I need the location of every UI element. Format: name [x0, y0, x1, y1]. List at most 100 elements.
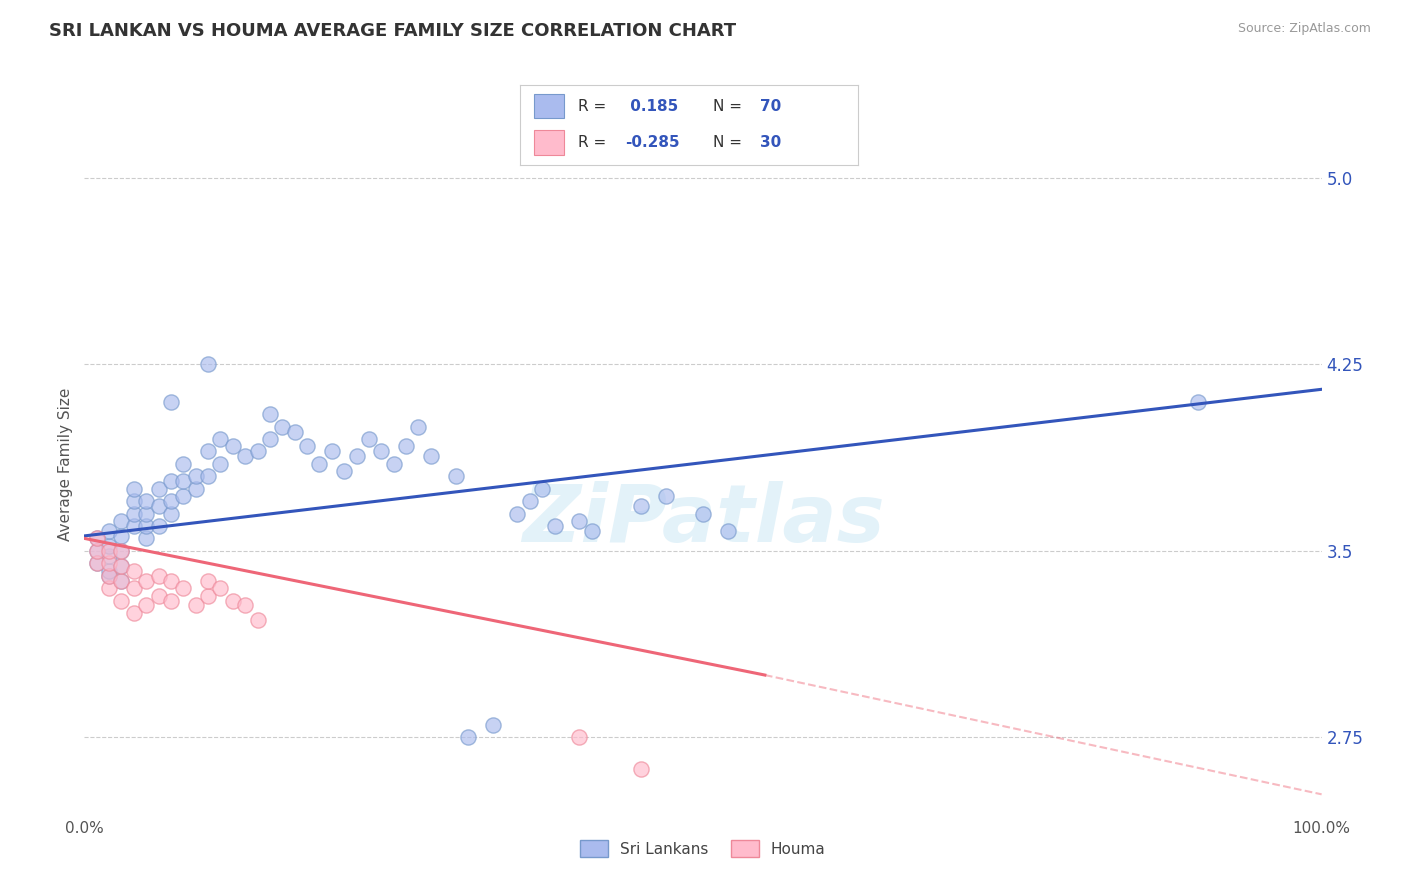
Text: N =: N =	[713, 99, 747, 114]
Point	[122, 519, 145, 533]
Point	[184, 599, 207, 613]
Text: 70: 70	[759, 99, 782, 114]
Point	[321, 444, 343, 458]
Point	[122, 507, 145, 521]
Point	[1187, 394, 1209, 409]
Point	[110, 514, 132, 528]
Point	[160, 593, 183, 607]
Point	[135, 507, 157, 521]
FancyBboxPatch shape	[534, 130, 564, 154]
Point	[259, 432, 281, 446]
Point	[346, 450, 368, 464]
Point	[655, 489, 678, 503]
Point	[86, 532, 108, 546]
Text: ZiPatlas: ZiPatlas	[522, 481, 884, 558]
Point	[148, 482, 170, 496]
Point	[692, 507, 714, 521]
Y-axis label: Average Family Size: Average Family Size	[58, 387, 73, 541]
Point	[209, 432, 232, 446]
Point	[135, 599, 157, 613]
Point	[197, 444, 219, 458]
Point	[246, 444, 269, 458]
Point	[531, 482, 554, 496]
Point	[135, 574, 157, 588]
Legend: Sri Lankans, Houma: Sri Lankans, Houma	[574, 834, 832, 863]
Point	[160, 574, 183, 588]
Point	[222, 440, 245, 454]
Text: R =: R =	[578, 135, 610, 150]
Point	[86, 556, 108, 570]
Point	[172, 475, 194, 489]
Point	[630, 499, 652, 513]
Point	[160, 475, 183, 489]
Point	[86, 556, 108, 570]
Point	[333, 464, 356, 478]
Point	[122, 482, 145, 496]
Point	[160, 394, 183, 409]
Point	[135, 494, 157, 508]
Point	[110, 558, 132, 573]
Point	[382, 457, 405, 471]
Point	[395, 440, 418, 454]
Point	[148, 589, 170, 603]
Point	[98, 568, 121, 582]
Point	[209, 457, 232, 471]
Point	[295, 440, 318, 454]
Point	[581, 524, 603, 538]
Point	[98, 564, 121, 578]
Point	[98, 556, 121, 570]
Point	[98, 539, 121, 553]
Point	[222, 593, 245, 607]
Point	[110, 544, 132, 558]
Point	[246, 614, 269, 628]
Point	[148, 568, 170, 582]
Point	[148, 499, 170, 513]
Point	[110, 574, 132, 588]
Point	[98, 581, 121, 595]
Point	[197, 574, 219, 588]
Point	[110, 593, 132, 607]
Point	[135, 532, 157, 546]
Point	[98, 568, 121, 582]
Point	[122, 581, 145, 595]
Point	[717, 524, 740, 538]
Point	[568, 730, 591, 744]
Point	[110, 529, 132, 543]
Point	[519, 494, 541, 508]
Text: -0.285: -0.285	[624, 135, 679, 150]
Point	[86, 532, 108, 546]
Point	[259, 407, 281, 421]
Point	[172, 489, 194, 503]
Point	[197, 469, 219, 483]
Point	[122, 606, 145, 620]
Text: R =: R =	[578, 99, 610, 114]
Point	[408, 419, 430, 434]
FancyBboxPatch shape	[534, 95, 564, 119]
Point	[308, 457, 330, 471]
Point	[233, 599, 256, 613]
Point	[122, 494, 145, 508]
Point	[457, 730, 479, 744]
Point	[357, 432, 380, 446]
Point	[271, 419, 294, 434]
Point	[86, 544, 108, 558]
Text: Source: ZipAtlas.com: Source: ZipAtlas.com	[1237, 22, 1371, 36]
Point	[160, 507, 183, 521]
Point	[98, 544, 121, 558]
Text: 30: 30	[759, 135, 782, 150]
Point	[98, 524, 121, 538]
Point	[110, 574, 132, 588]
Point	[370, 444, 392, 458]
Point	[209, 581, 232, 595]
Point	[110, 544, 132, 558]
Point	[543, 519, 565, 533]
Point	[184, 469, 207, 483]
Point	[160, 494, 183, 508]
Point	[419, 450, 441, 464]
Point	[197, 589, 219, 603]
Text: SRI LANKAN VS HOUMA AVERAGE FAMILY SIZE CORRELATION CHART: SRI LANKAN VS HOUMA AVERAGE FAMILY SIZE …	[49, 22, 737, 40]
Point	[568, 514, 591, 528]
Text: N =: N =	[713, 135, 747, 150]
Point	[110, 558, 132, 573]
Text: 0.185: 0.185	[624, 99, 678, 114]
